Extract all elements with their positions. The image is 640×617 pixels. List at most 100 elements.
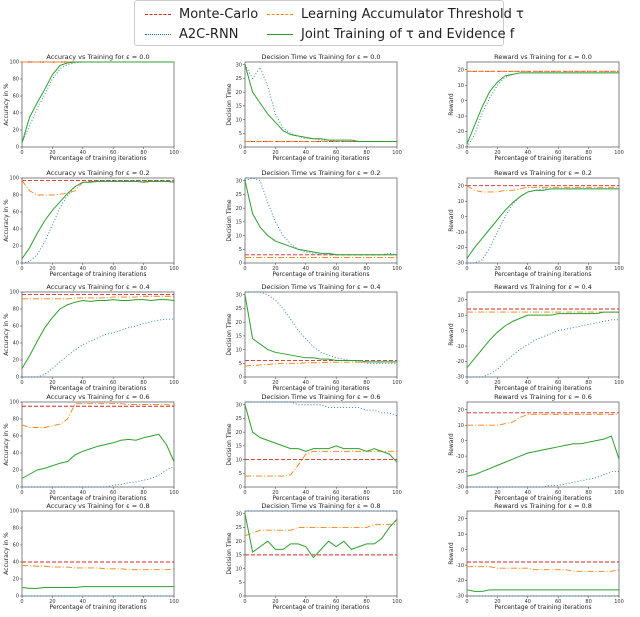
x-tick-label-r4-c2-3: 60 xyxy=(555,599,561,605)
x-tick-label-r4-c0-2: 40 xyxy=(80,599,86,605)
legend-item-a2c-rnn: A2C-RNN xyxy=(145,24,238,44)
y-tick-label-r0-c0-4: 80 xyxy=(13,77,19,83)
x-tick-label-r0-c0-4: 80 xyxy=(140,150,146,156)
x-tick-label-r4-c2-1: 20 xyxy=(494,599,500,605)
y-tick-label-r1-c1-4: 20 xyxy=(236,206,242,212)
y-tick-label-r3-c2-0: -30 xyxy=(456,485,464,491)
series-line-learning-accumulator-r1-c2 xyxy=(466,185,619,193)
y-tick-label-r4-c2-3: 0 xyxy=(461,547,464,553)
y-tick-label-r0-c2-4: 10 xyxy=(458,83,464,89)
y-tick-label-r0-c1-2: 10 xyxy=(236,117,242,123)
y-axis-label-r4-c2: Reward xyxy=(448,542,455,565)
y-tick-label-r2-c2-4: 10 xyxy=(458,313,464,319)
y-tick-label-r0-c2-3: 0 xyxy=(461,98,464,104)
x-tick-label-r2-c1-2: 40 xyxy=(303,380,309,386)
x-tick-label-r3-c0-0: 0 xyxy=(20,490,23,496)
y-tick-label-r4-c1-3: 15 xyxy=(236,553,242,559)
y-axis-label-r0-c0: Accuracy in % xyxy=(3,83,10,126)
x-tick-label-r4-c0-1: 20 xyxy=(49,599,55,605)
x-tick-label-r2-c0-0: 0 xyxy=(20,380,23,386)
panel-title-r4-c2: Reward vs Training for ε = 0.8 xyxy=(494,502,592,510)
chart-legend: Monte-Carlo Learning Accumulator Thresho… xyxy=(134,0,524,46)
x-tick-label-r0-c2-5: 100 xyxy=(614,150,624,156)
x-tick-label-r1-c2-3: 60 xyxy=(555,266,561,272)
y-tick-label-r0-c2-1: -20 xyxy=(456,129,464,135)
x-tick-label-r4-c1-2: 40 xyxy=(303,599,309,605)
y-tick-label-r2-c0-5: 100 xyxy=(9,290,19,296)
y-tick-label-r2-c1-2: 10 xyxy=(236,347,242,353)
y-axis-label-r4-c1: Decision Time xyxy=(226,532,233,574)
x-tick-label-r2-c0-4: 80 xyxy=(140,380,146,386)
series-line-a2c-rnn-r2-c1 xyxy=(245,291,397,364)
y-tick-label-r3-c0-3: 60 xyxy=(13,434,19,440)
y-tick-label-r3-c1-4: 20 xyxy=(236,430,242,436)
x-tick-label-r0-c2-1: 20 xyxy=(494,150,500,156)
y-axis-label-r3-c2: Reward xyxy=(448,433,455,456)
y-tick-label-r1-c2-5: 20 xyxy=(458,183,464,189)
x-axis-label-r1-c2: Percentage of training iterations xyxy=(495,271,592,278)
x-axis-label-r1-c1: Percentage of training iterations xyxy=(273,271,370,278)
y-tick-label-r3-c2-4: 10 xyxy=(458,423,464,429)
series-line-joint-training-r4-c1 xyxy=(244,513,398,559)
x-axis-label-r4-c0: Percentage of training iterations xyxy=(50,604,147,611)
panel-frame-r1-c2 xyxy=(466,177,620,264)
x-tick-label-r1-c0-3: 60 xyxy=(110,266,116,272)
y-tick-label-r3-c2-2: -10 xyxy=(456,454,464,460)
y-tick-label-r4-c2-1: -20 xyxy=(456,578,464,584)
y-axis-label-r2-c0: Accuracy in % xyxy=(3,313,10,356)
x-tick-label-r3-c1-2: 40 xyxy=(303,490,309,496)
panel-title-r0-c2: Reward vs Training for ε = 0.0 xyxy=(494,53,592,61)
y-tick-label-r1-c0-3: 60 xyxy=(13,210,19,216)
x-tick-label-r3-c2-2: 40 xyxy=(525,490,531,496)
x-axis-label-r0-c0: Percentage of training iterations xyxy=(50,155,147,162)
y-tick-label-r2-c0-3: 60 xyxy=(13,324,19,330)
panel-title-r0-c0: Accuracy vs Training for ε = 0.0 xyxy=(46,53,149,61)
y-tick-label-r2-c2-0: -30 xyxy=(456,375,464,381)
x-tick-label-r3-c0-4: 80 xyxy=(140,490,146,496)
x-tick-label-r1-c1-5: 100 xyxy=(392,266,402,272)
y-tick-label-r1-c0-4: 80 xyxy=(13,193,19,199)
series-line-learning-accumulator-r3-c1 xyxy=(245,450,397,477)
x-tick-label-r0-c0-0: 0 xyxy=(20,150,23,156)
y-tick-label-r1-c1-3: 15 xyxy=(236,220,242,226)
y-tick-label-r2-c2-1: -20 xyxy=(456,359,464,365)
y-tick-label-r1-c1-0: 0 xyxy=(239,261,242,267)
y-tick-label-r2-c2-5: 20 xyxy=(458,297,464,303)
y-tick-label-r2-c1-6: 30 xyxy=(236,292,242,298)
y-tick-label-r0-c2-0: -30 xyxy=(456,145,464,151)
y-tick-label-r2-c0-0: 0 xyxy=(16,375,19,381)
x-axis-label-r2-c2: Percentage of training iterations xyxy=(495,385,592,392)
x-tick-label-r3-c0-3: 60 xyxy=(110,490,116,496)
panel-title-r1-c0: Accuracy vs Training for ε = 0.2 xyxy=(46,169,149,177)
x-tick-label-r0-c1-3: 60 xyxy=(333,150,339,156)
x-tick-label-r2-c2-0: 0 xyxy=(465,380,468,386)
y-tick-label-r3-c2-3: 0 xyxy=(461,438,464,444)
y-tick-label-r4-c1-6: 30 xyxy=(236,511,242,517)
y-axis-label-r1-c0: Accuracy in % xyxy=(3,199,10,242)
x-tick-label-r2-c2-5: 100 xyxy=(614,380,624,386)
panel-title-r1-c1: Decision Time vs Training for ε = 0.2 xyxy=(261,169,380,177)
y-tick-label-r4-c0-0: 0 xyxy=(16,594,19,600)
y-tick-label-r3-c1-3: 15 xyxy=(236,444,242,450)
x-tick-label-r0-c0-5: 100 xyxy=(169,150,179,156)
series-line-joint-training-r1-c2 xyxy=(466,188,619,259)
x-tick-label-r2-c0-1: 20 xyxy=(49,380,55,386)
y-tick-label-r0-c1-4: 20 xyxy=(236,90,242,96)
panel-frame-r1-c0 xyxy=(21,177,175,264)
legend-swatch-joint-training xyxy=(267,33,293,35)
x-tick-label-r2-c1-4: 80 xyxy=(363,380,369,386)
y-tick-label-r2-c0-1: 20 xyxy=(13,358,19,364)
x-tick-label-r0-c1-0: 0 xyxy=(243,150,246,156)
x-tick-label-r0-c0-1: 20 xyxy=(49,150,55,156)
y-tick-label-r3-c2-1: -20 xyxy=(456,469,464,475)
y-tick-label-r0-c1-0: 0 xyxy=(239,145,242,151)
x-tick-label-r1-c0-1: 20 xyxy=(49,266,55,272)
y-tick-label-r1-c2-3: 0 xyxy=(461,214,464,220)
y-axis-label-r3-c1: Decision Time xyxy=(226,423,233,465)
y-tick-label-r4-c1-1: 5 xyxy=(239,580,242,586)
x-tick-label-r4-c2-2: 40 xyxy=(525,599,531,605)
y-tick-label-r1-c1-1: 5 xyxy=(239,247,242,253)
x-tick-label-r0-c0-2: 40 xyxy=(80,150,86,156)
y-tick-label-r3-c1-1: 5 xyxy=(239,471,242,477)
